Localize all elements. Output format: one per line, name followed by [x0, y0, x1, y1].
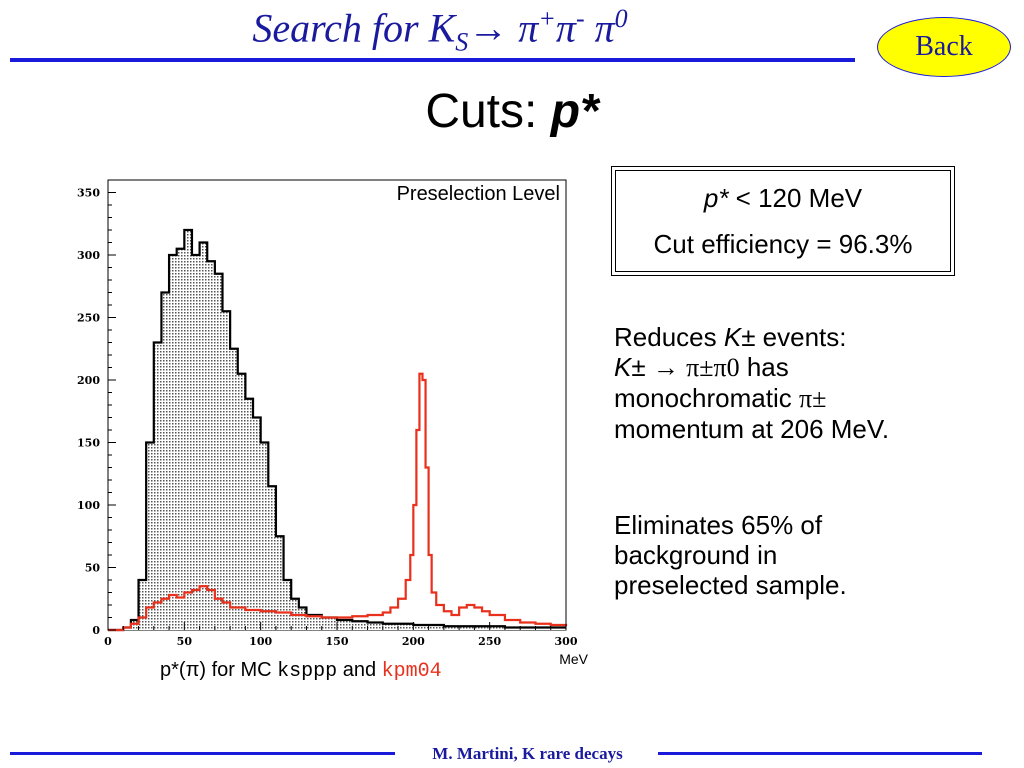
slide-subtitle: Cuts: p* — [425, 85, 599, 138]
x-tick-label: 0 — [104, 635, 112, 648]
x-tick-label: 150 — [326, 635, 349, 648]
back-button[interactable]: Back — [877, 17, 1011, 77]
chart-title: Preselection Level — [397, 183, 560, 205]
back-button-label: Back — [915, 31, 973, 62]
x-tick-label: 200 — [402, 635, 425, 648]
cut-threshold: p* < 120 MeV — [703, 183, 863, 213]
x-tick-label: 300 — [555, 635, 578, 648]
y-tick-label: 250 — [77, 312, 100, 325]
chart-caption: p*(π) for MC ksppp and kpm04 — [160, 659, 442, 683]
background-explanation: Eliminates 65% of background in preselec… — [614, 510, 847, 600]
slide-title: Search for KS→ π+π- π0 — [252, 4, 628, 57]
footer-rule-left — [10, 752, 395, 755]
footer-author: M. Martini, K rare decays — [432, 744, 623, 763]
y-tick-label: 0 — [92, 624, 100, 637]
p-star-histogram: 0 50 100 150 200 250 300 0 50 100 150 200 250 300 350 P… — [77, 179, 589, 667]
ksppp-fill — [108, 230, 566, 630]
y-tick-label: 300 — [77, 249, 100, 262]
x-axis-label: MeV — [559, 651, 588, 667]
kpm04-histogram — [108, 372, 568, 632]
footer-rule-right — [658, 752, 982, 755]
x-tick-label: 250 — [478, 635, 501, 648]
cut-efficiency: Cut efficiency = 96.3% — [653, 229, 913, 259]
x-tick-label: 100 — [249, 635, 272, 648]
kpm-explanation: Reduces K± events: K± → π±π0 has monochr… — [614, 322, 890, 444]
y-tick-label: 200 — [77, 374, 100, 387]
y-tick-label: 150 — [77, 437, 100, 450]
y-tick-label: 50 — [85, 562, 101, 575]
x-tick-label: 50 — [177, 635, 193, 648]
title-underline — [10, 58, 855, 62]
y-tick-label: 350 — [77, 187, 100, 200]
y-tick-label: 100 — [77, 499, 100, 512]
cut-summary-box: p* < 120 MeV Cut efficiency = 96.3% — [611, 166, 955, 276]
